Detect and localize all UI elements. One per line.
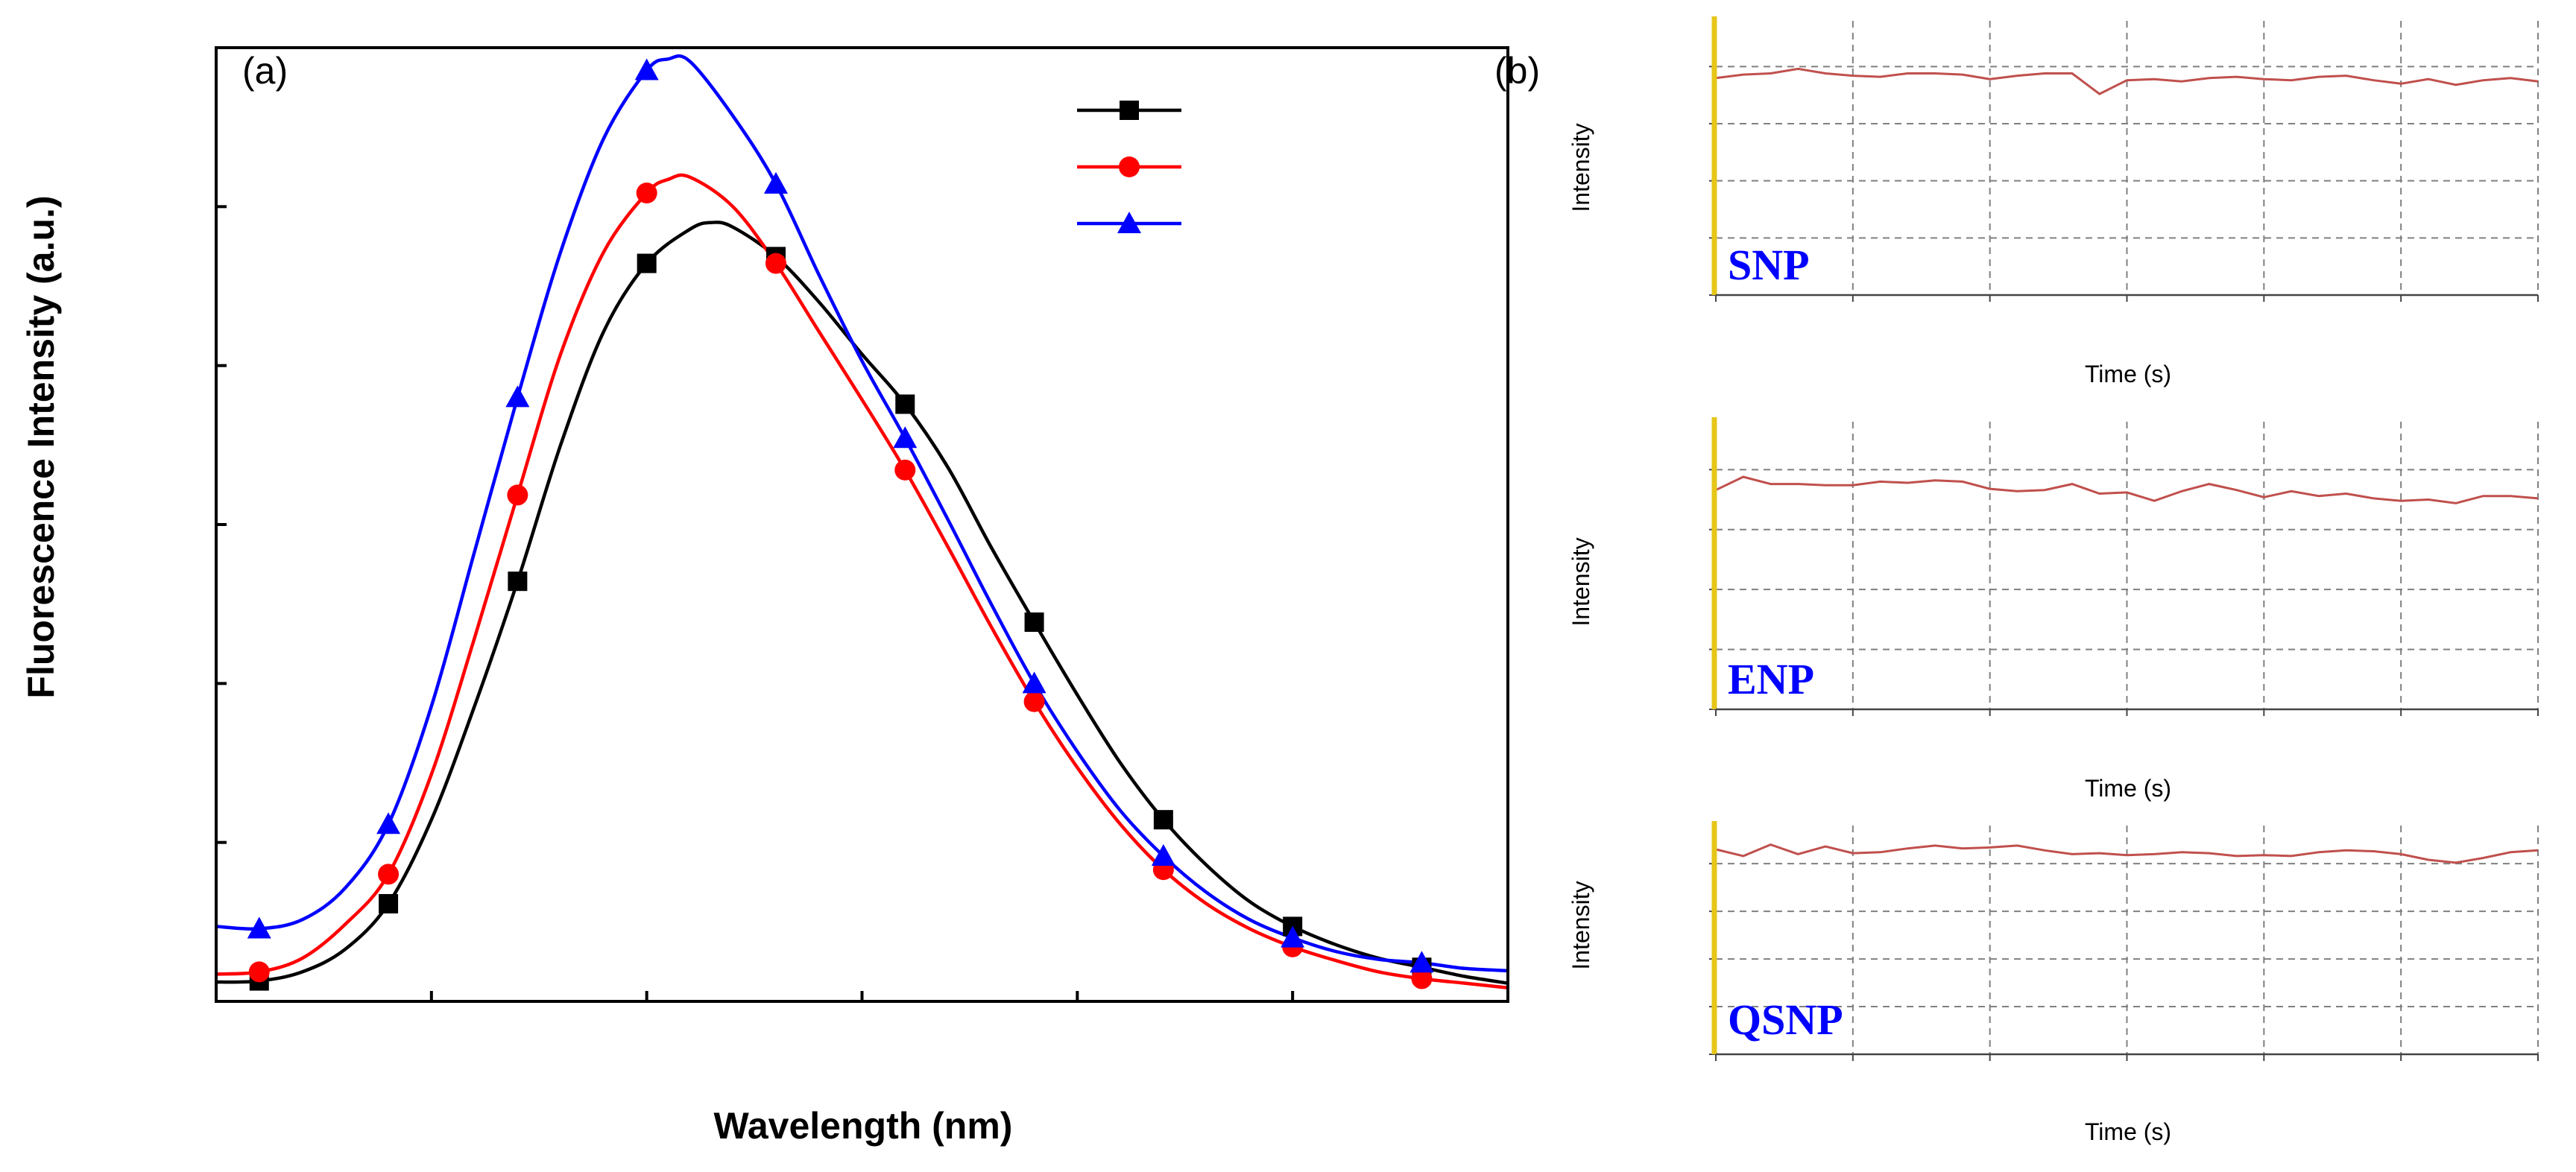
data-point-snp [895,394,915,414]
inset-snp-sample-label: SNP [1728,241,1810,289]
panel-a-label: (a) [242,50,288,92]
inset-qsnp-grid [1716,826,2539,1054]
stability-chart-snp: Intensity Time (s) SNP [1568,16,2539,387]
data-point-enp [765,253,786,274]
inset-enp-grid [1716,422,2539,709]
inset-enp-ticks [1709,469,2539,716]
panel-b-label: (b) [1494,50,1540,92]
data-point-enp [894,459,916,481]
data-point-qsnp [1151,843,1175,866]
data-point-enp [507,484,528,506]
panel-a-curves [215,54,1509,989]
stability-chart-qsnp: Intensity Time (s) QSNP [1568,821,2539,1145]
panel-a-y-axis-title: Fluorescence Intensity (a.u.) [20,195,62,698]
inset-snp-y-axis-title: Intensity [1568,123,1594,212]
legend-marker-snp [1120,101,1139,120]
data-point-qsnp [247,916,271,939]
legend-marker-qsnp [1117,212,1141,233]
inset-enp-y-axis-title: Intensity [1568,537,1594,626]
data-point-snp [508,571,528,592]
data-point-snp [379,893,399,913]
data-point-qsnp [505,385,530,408]
series-line-qsnp [215,54,1509,973]
data-point-qsnp [1409,951,1434,973]
series-line-snp [215,221,1509,985]
panel-a-legend [1077,101,1181,233]
data-point-enp [636,183,657,204]
panel-a-ticks [215,46,1509,1003]
panel-a-x-axis-title: Wavelength (nm) [714,1105,1013,1147]
legend-marker-enp [1119,156,1140,177]
data-point-snp [1024,612,1044,633]
data-point-enp [248,961,270,983]
inset-snp-intensity-line [1715,67,2539,95]
inset-snp-x-axis-title: Time (s) [2085,361,2171,387]
data-point-snp [1153,810,1173,830]
panel-a-plot-frame [215,46,1509,1003]
inset-snp-ticks [1709,66,2539,302]
data-point-qsnp [376,812,401,834]
data-point-qsnp [1281,925,1305,948]
data-point-enp [378,864,400,885]
data-point-qsnp [893,426,918,449]
inset-snp-grid [1716,21,2539,295]
data-point-enp [1023,691,1045,712]
data-point-qsnp [763,171,788,194]
inset-qsnp-sample-label: QSNP [1728,995,1843,1044]
series-line-enp [215,173,1509,989]
data-point-enp [1411,968,1433,989]
panel-a-markers [247,58,1434,991]
data-point-qsnp [1022,671,1046,694]
inset-qsnp-y-axis-title: Intensity [1568,881,1594,969]
data-point-qsnp [634,58,659,80]
inset-enp-intensity-line [1715,475,2539,504]
inset-qsnp-x-axis-title: Time (s) [2085,1118,2171,1145]
inset-enp-sample-label: ENP [1728,655,1814,703]
inset-qsnp-intensity-line [1715,843,2539,864]
data-point-snp [637,253,657,273]
inset-enp-x-axis-title: Time (s) [2085,775,2171,802]
main-spectrum-chart: (a) Fluorescence Intensity (a.u.) Wavele… [20,46,1509,1147]
stability-chart-enp: Intensity Time (s) ENP [1568,417,2539,802]
